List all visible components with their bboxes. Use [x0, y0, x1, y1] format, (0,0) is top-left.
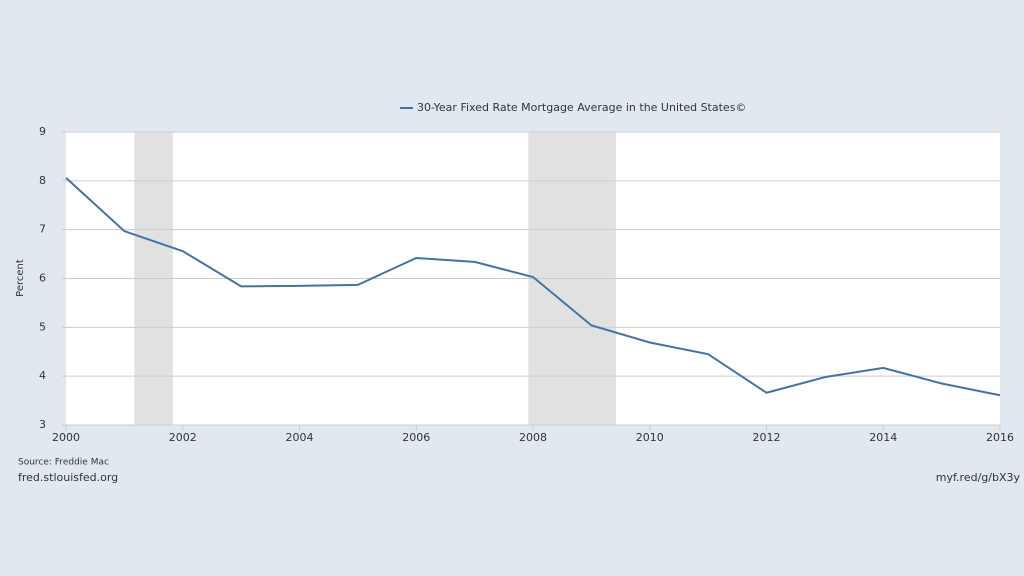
y-tick-label: 7	[39, 223, 46, 236]
x-tick-label: 2006	[402, 431, 430, 444]
x-tick-label: 2002	[169, 431, 197, 444]
y-tick-label: 3	[39, 418, 46, 431]
y-tick-label: 8	[39, 174, 46, 187]
y-tick-label: 6	[39, 272, 46, 285]
source: Source: Freddie Mac	[18, 458, 109, 468]
y-tick-label: 4	[39, 369, 46, 382]
link[interactable]: myf.red/g/bX3y	[936, 471, 1021, 484]
y-axis-label: Percent	[15, 259, 26, 297]
x-tick-label: 2000	[52, 431, 80, 444]
legend-label: 30-Year Fixed Rate Mortgage Average in t…	[417, 101, 746, 114]
y-tick-label: 9	[39, 125, 46, 138]
x-tick-label: 2016	[986, 431, 1014, 444]
x-tick-label: 2012	[753, 431, 781, 444]
data-line	[65, 177, 1001, 397]
x-tick-label: 2010	[636, 431, 664, 444]
x-tick-label: 2014	[869, 431, 897, 444]
y-tick-label: 5	[39, 320, 46, 333]
x-tick-label: 2004	[286, 431, 314, 444]
x-tick-label: 2008	[519, 431, 547, 444]
site: fred.stlouisfed.org	[18, 471, 118, 484]
